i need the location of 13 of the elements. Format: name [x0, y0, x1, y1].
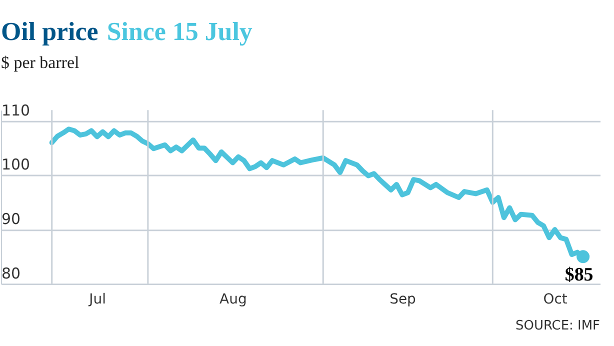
annotation: $85: [564, 264, 594, 286]
chart-subtitle: Since 15 July: [106, 17, 252, 46]
y-tick-label: 110: [2, 101, 30, 120]
y-tick-label: 90: [2, 210, 21, 228]
source-note: SOURCE: IMF: [516, 318, 600, 334]
chart-title: Oil price: [1, 17, 98, 46]
y-tick-label: 100: [2, 156, 30, 174]
y-tick-label: 80: [2, 264, 21, 282]
y-axis-title: $ per barrel: [1, 53, 80, 72]
x-tick-label: Oct: [543, 291, 568, 308]
x-tick-label: Jul: [88, 291, 106, 308]
x-tick-label: Sep: [390, 291, 416, 308]
x-tick-label: Aug: [220, 291, 247, 308]
